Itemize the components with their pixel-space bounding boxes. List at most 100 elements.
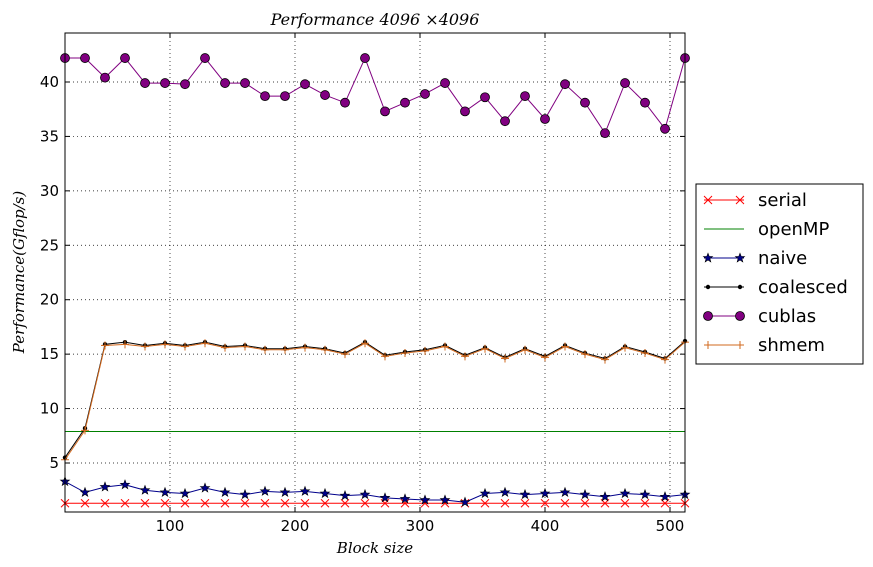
data-point-cublas [380,106,390,117]
plot-frame [64,32,686,513]
data-point-naive [239,488,251,500]
data-point-shmem [201,339,209,348]
data-point-serial [180,498,190,508]
data-point-shmem [401,349,409,358]
data-point-cublas [160,78,170,88]
y-tick-label: 25 [40,236,59,254]
legend-marker [736,341,744,349]
y-axis-label: Performance(Gflop/s) [10,191,28,355]
data-point-serial [120,498,130,508]
data-point-shmem [221,343,229,352]
data-point-naive [519,488,531,500]
legend-label: naive [758,248,807,269]
data-point-naive [399,493,411,504]
data-point-cublas [420,89,430,99]
x-tick-label: 500 [656,517,685,535]
data-point-naive [159,486,171,497]
legend-item-coalesced: coalesced [704,277,848,298]
data-point-serial [260,498,270,508]
data-point-cublas [100,72,110,83]
data-point-shmem [601,355,609,364]
data-point-cublas [520,91,530,102]
data-point-shmem [441,342,449,351]
legend-item-cublas: cublas [703,306,816,327]
data-point-naive [639,488,651,500]
data-point-shmem [461,352,469,361]
data-point-shmem [141,342,149,351]
data-point-naive [319,487,331,499]
data-point-serial [520,498,530,508]
data-point-serial [300,498,310,508]
data-point-cublas [260,91,270,102]
x-axis-label: Block size [336,539,414,557]
data-point-shmem [161,340,169,349]
data-point-serial [480,498,490,508]
data-point-naive [359,488,371,500]
legend-marker [734,252,746,263]
legend-marker [703,195,713,205]
data-point-shmem [81,426,89,435]
data-point-cublas [120,53,130,63]
data-point-serial [620,498,630,508]
data-point-naive [579,488,591,500]
legend-box [695,183,864,365]
data-point-naive [559,486,571,497]
data-point-shmem [661,355,669,364]
data-point-shmem [321,345,329,354]
data-point-naive [479,487,491,499]
legend-label: coalesced [758,277,848,298]
data-point-cublas [600,128,610,139]
legend-item-naive: naive [702,248,807,269]
data-point-cublas [540,114,550,124]
legend-marker [737,284,743,290]
data-point-cublas [280,91,290,102]
y-tick-label: 30 [40,182,59,200]
data-point-shmem [241,342,249,351]
legend-marker [735,311,745,321]
legend-label: cublas [758,306,816,327]
data-point-shmem [641,349,649,358]
data-point-naive [119,479,131,490]
data-point-naive [279,486,291,497]
data-point-serial [240,498,250,508]
data-point-naive [419,494,431,505]
data-point-naive [79,486,91,497]
data-point-serial [420,498,430,508]
legend-marker [705,284,711,290]
data-point-shmem [341,350,349,359]
data-point-cublas [440,78,450,88]
data-point-shmem [361,339,369,348]
data-point-cublas [500,116,510,127]
data-point-serial [640,498,650,508]
data-point-cublas [140,78,150,88]
data-point-naive [539,487,551,499]
data-point-serial [580,498,590,508]
data-point-cublas [460,106,470,117]
data-point-naive [99,481,111,492]
data-point-cublas [240,78,250,88]
data-point-serial [360,498,370,508]
data-point-cublas [320,90,330,100]
data-point-serial [160,498,170,508]
y-tick-label: 10 [40,400,59,418]
data-point-shmem [121,340,129,349]
y-tick-label: 40 [40,73,59,91]
data-point-shmem [181,342,189,351]
data-point-cublas [400,97,410,108]
data-point-cublas [300,79,310,90]
y-tick-label: 5 [49,454,59,472]
data-point-naive [439,494,451,505]
data-point-naive [599,491,611,502]
data-point-serial [280,498,290,508]
data-point-naive [219,486,231,497]
data-point-serial [560,498,570,508]
data-point-cublas [80,53,90,63]
data-point-cublas [340,97,350,108]
data-point-serial [400,498,410,508]
data-point-shmem [581,350,589,359]
legend-marker [703,311,713,321]
data-point-cublas [200,53,210,63]
series-shmem [61,338,689,464]
series-naive [59,475,691,507]
